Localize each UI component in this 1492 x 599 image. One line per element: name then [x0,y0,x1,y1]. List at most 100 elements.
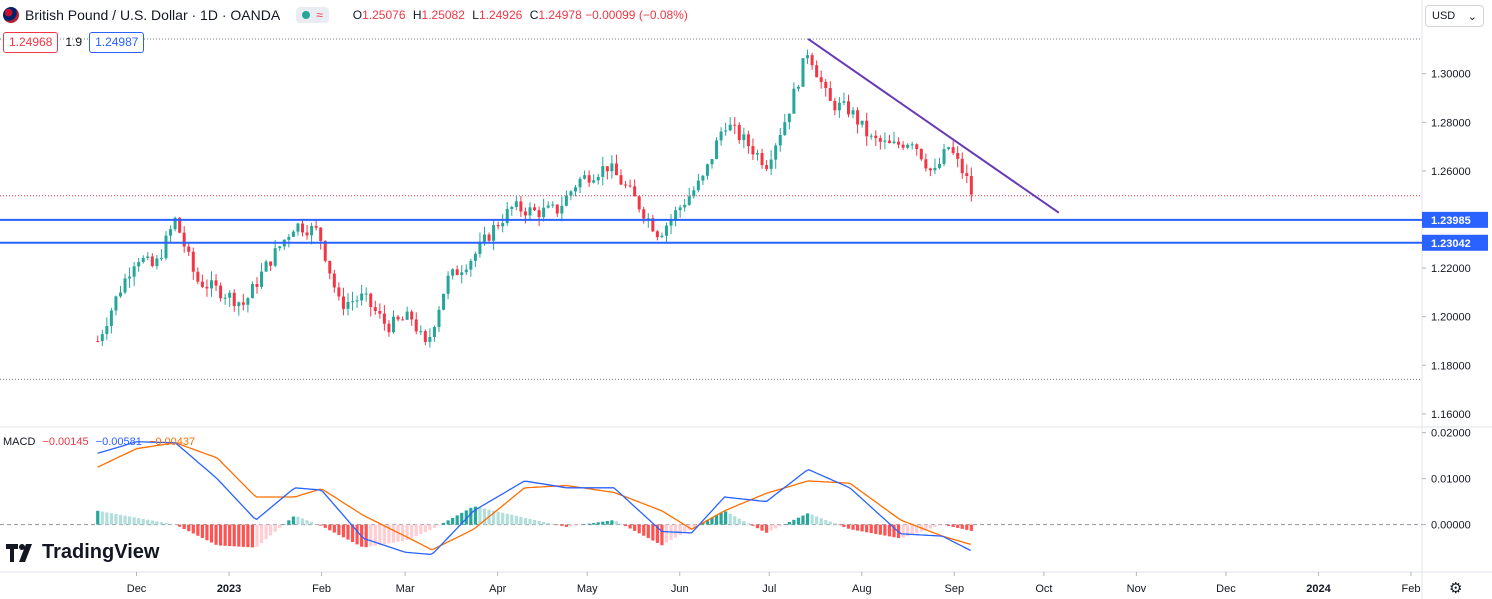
candle-body [633,186,637,197]
time-tick-label: Feb [1402,583,1421,595]
candle-body [642,209,646,219]
candle-body [674,210,678,220]
macd-tick-label: 0.00000 [1431,520,1471,532]
macd-histogram-bar [546,522,550,525]
macd-histogram-bar [569,524,573,527]
symbol-title[interactable]: British Pound / U.S. Dollar · 1D · OANDA [25,7,281,23]
candle-body [578,178,582,188]
macd-histogram-bar [419,524,423,535]
buy-button[interactable]: 1.24987 [89,31,145,53]
macd-histogram-bar [965,524,969,530]
macd-histogram-bar [714,515,719,525]
time-tick-label: Sep [945,583,965,595]
macd-histogram-bar [382,524,386,545]
candle-body [810,55,814,66]
candle-body [778,135,782,146]
time-tick-label: Apr [489,583,506,595]
candle-body [765,165,769,169]
macd-histogram-bar [264,524,268,540]
macd-histogram-bar [874,524,878,534]
macd-histogram-bar [100,511,104,525]
macd-histogram-bar [532,519,537,525]
candle-body [724,130,728,132]
macd-histogram-bar [400,524,405,542]
macd-signal-line [97,442,971,550]
macd-histogram-bar [523,517,528,525]
macd-histogram-bar [969,524,973,531]
macd-histogram-bar [810,514,814,525]
macd-histogram-bar [751,524,755,526]
macd-histogram-bar [282,524,286,525]
candle-body [141,257,145,262]
candle-body [628,185,632,187]
market-status-pill[interactable]: ≈ [296,7,329,23]
candle-body [442,293,446,310]
candle-body [692,190,696,197]
candle-body [942,149,946,164]
gear-icon[interactable]: ⚙ [1449,580,1463,597]
candle-body [214,280,218,286]
macd-histogram-bar [946,524,951,526]
candle-body [250,284,254,299]
macd-histogram-bar [105,512,109,525]
candle-body [446,275,450,294]
macd-histogram-bar [551,523,555,525]
candle-body [105,325,109,335]
macd-histogram-bar [737,518,741,525]
support-line-label: 1.23042 [1431,238,1471,250]
macd-histogram-bar [196,524,200,536]
candle-body [323,240,327,261]
candle-body [478,241,482,254]
candle-body [401,319,405,321]
candle-body [432,327,436,337]
candle-body [269,261,273,266]
candle-body [109,310,113,326]
candle-body [851,110,855,115]
macd-histogram-bar [578,524,582,526]
wave-icon: ≈ [316,8,323,22]
price-tick-label: 1.18000 [1431,360,1471,372]
candle-body [555,204,559,214]
macd-histogram-bar [132,517,136,525]
candle-body [715,140,719,159]
macd-histogram-bar [796,517,801,525]
macd-histogram-bar [323,524,327,528]
candle-body [196,271,200,282]
candle-body [364,293,368,295]
sell-button[interactable]: 1.24968 [3,31,59,53]
candle-body [232,292,236,307]
candle-body [860,120,864,125]
candle-body [464,269,468,273]
macd-histogram-bar [628,524,632,529]
candle-body [255,284,259,287]
time-tick-label: Aug [852,583,872,595]
macd-histogram-bar [906,524,910,537]
macd-histogram-bar [842,524,846,527]
candle-body [573,187,577,192]
time-tick-label: Jun [671,583,689,595]
price-tick-label: 1.16000 [1431,409,1471,421]
candle-body [965,173,969,177]
macd-histogram-bar [346,524,350,540]
time-tick-label: May [577,583,598,595]
macd-histogram-bar [482,508,487,525]
candle-body [241,302,245,305]
candle-body [291,231,295,237]
macd-histogram-bar [451,517,455,525]
macd-histogram-bar [869,524,873,534]
macd-histogram-bar [178,524,182,527]
currency-select[interactable]: USD ⌄ [1425,5,1484,27]
macd-histogram-bar [455,515,459,525]
macd-histogram-bar [878,524,882,535]
candle-body [351,301,355,303]
macd-histogram-bar [446,520,450,525]
macd-legend[interactable]: MACD −0.00145 −0.00581 −0.00437 [3,436,195,448]
candle-body [155,258,159,266]
candle-body [719,131,723,141]
tradingview-logo[interactable]: TradingView [6,541,159,564]
macd-histogram-bar [837,524,841,526]
macd-histogram-bar [915,524,919,534]
macd-histogram-bar [141,518,145,525]
macd-histogram-bar [705,519,710,525]
